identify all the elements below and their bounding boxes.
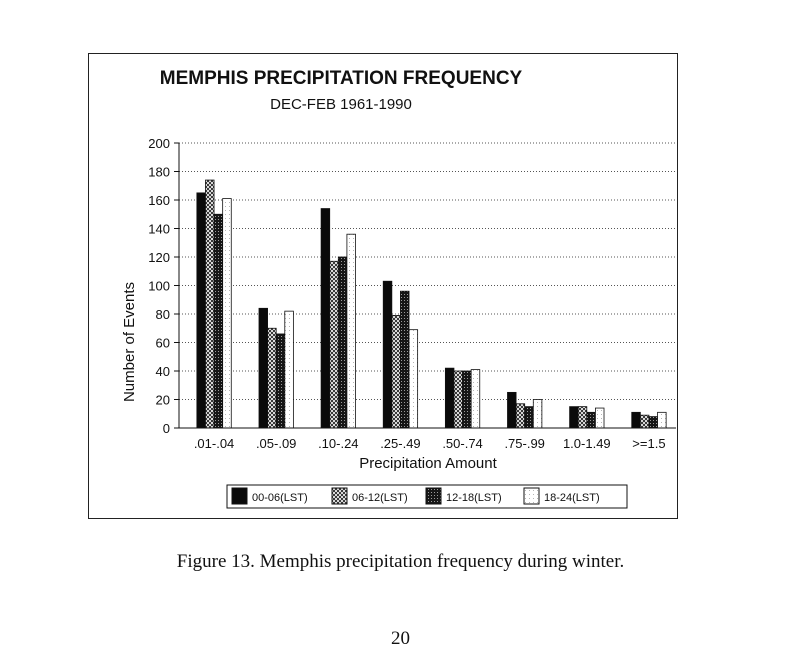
x-tick-label: .25-.49	[380, 436, 420, 451]
bar-06-12(LST)-.25-.49	[391, 315, 401, 429]
y-tick-label: 120	[148, 250, 170, 265]
bar-06-12(LST)->=1.5	[639, 414, 650, 429]
legend-label: 06-12(LST)	[352, 492, 408, 504]
bar-00-06(LST)-.01-.04	[196, 192, 206, 429]
bar-12-18(LST)-.05-.09	[275, 333, 286, 429]
bar-18-24(LST)-.75-.99	[532, 399, 543, 429]
bar-18-24(LST)-.05-.09	[284, 310, 294, 429]
bars	[196, 179, 667, 429]
y-tick-label: 180	[148, 165, 170, 180]
y-tick-label: 40	[156, 364, 170, 379]
bar-12-18(LST)->=1.5	[648, 416, 658, 429]
x-tick-label: .75-.99	[504, 436, 544, 451]
x-tick-label: .01-.04	[194, 436, 234, 451]
y-tick-label: 100	[148, 279, 170, 294]
bar-18-24(LST)-.50-.74	[470, 369, 481, 429]
figure-caption: Figure 13. Memphis precipitation frequen…	[176, 551, 625, 572]
legend-label: 00-06(LST)	[252, 492, 308, 504]
page-number: 20	[391, 628, 410, 649]
bar-00-06(LST)-.75-.99	[507, 391, 517, 429]
bar-06-12(LST)-1.0-1.49	[577, 406, 588, 429]
x-tick-label: .10-.24	[318, 436, 358, 451]
x-tick-label: .05-.09	[256, 436, 296, 451]
bar-12-18(LST)-.75-.99	[524, 406, 534, 429]
bar-00-06(LST)-1.0-1.49	[569, 406, 579, 429]
y-tick-label: 80	[156, 307, 170, 322]
y-tick-label: 0	[163, 421, 170, 436]
bar-12-18(LST)-.01-.04	[213, 213, 224, 429]
bar-06-12(LST)-.10-.24	[329, 260, 339, 429]
bar-00-06(LST)-.10-.24	[320, 208, 331, 429]
chart-subtitle: DEC-FEB 1961-1990	[270, 96, 412, 113]
bar-18-24(LST)-.10-.24	[346, 233, 356, 429]
legend-swatch	[425, 487, 442, 505]
bar-12-18(LST)-1.0-1.49	[586, 411, 596, 429]
axes: 0 20 40 60 80 100 120 140 160 180 200 .01-.04 .05-.0…	[148, 136, 676, 451]
bar-12-18(LST)-.10-.24	[337, 256, 348, 429]
bar-chart: MEMPHIS PRECIPITATION FREQUENCY DEC-FEB …	[121, 68, 676, 509]
bar-18-24(LST)->=1.5	[657, 411, 667, 429]
y-tick-label: 140	[148, 222, 170, 237]
bar-12-18(LST)-.50-.74	[462, 370, 472, 429]
y-tick-label: 160	[148, 193, 170, 208]
chart-title: MEMPHIS PRECIPITATION FREQUENCY	[160, 68, 523, 89]
x-tick-label: .50-.74	[442, 436, 482, 451]
gridlines	[179, 142, 676, 400]
legend-label: 12-18(LST)	[446, 492, 502, 504]
bar-06-12(LST)-.50-.74	[453, 370, 463, 429]
legend-swatch	[331, 487, 348, 505]
bar-06-12(LST)-.75-.99	[515, 403, 526, 429]
x-tick-label: >=1.5	[632, 436, 665, 451]
legend: 00-06(LST) 06-12(LST) 12-18(LST) 18-24(LST)	[226, 484, 628, 509]
bar-18-24(LST)-1.0-1.49	[595, 407, 605, 429]
y-tick-label: 200	[148, 136, 170, 151]
bar-00-06(LST)-.05-.09	[258, 307, 268, 429]
bar-00-06(LST)-.50-.74	[444, 367, 455, 429]
y-tick-label: 20	[156, 393, 170, 408]
bar-18-24(LST)-.25-.49	[408, 329, 419, 429]
bar-00-06(LST)->=1.5	[631, 411, 641, 429]
chart-frame: MEMPHIS PRECIPITATION FREQUENCY DEC-FEB …	[88, 53, 678, 519]
bar-06-12(LST)-.01-.04	[205, 179, 215, 429]
legend-swatch	[523, 487, 540, 505]
y-axis-label: Number of Events	[121, 282, 138, 402]
x-tick-label: 1.0-1.49	[563, 436, 611, 451]
legend-swatch	[231, 487, 248, 505]
bar-12-18(LST)-.25-.49	[400, 290, 410, 429]
legend-label: 18-24(LST)	[544, 492, 600, 504]
bar-06-12(LST)-.05-.09	[267, 327, 277, 429]
bar-18-24(LST)-.01-.04	[222, 198, 232, 429]
y-tick-label: 60	[156, 336, 170, 351]
x-axis-label: Precipitation Amount	[359, 455, 497, 472]
bar-00-06(LST)-.25-.49	[382, 280, 393, 429]
